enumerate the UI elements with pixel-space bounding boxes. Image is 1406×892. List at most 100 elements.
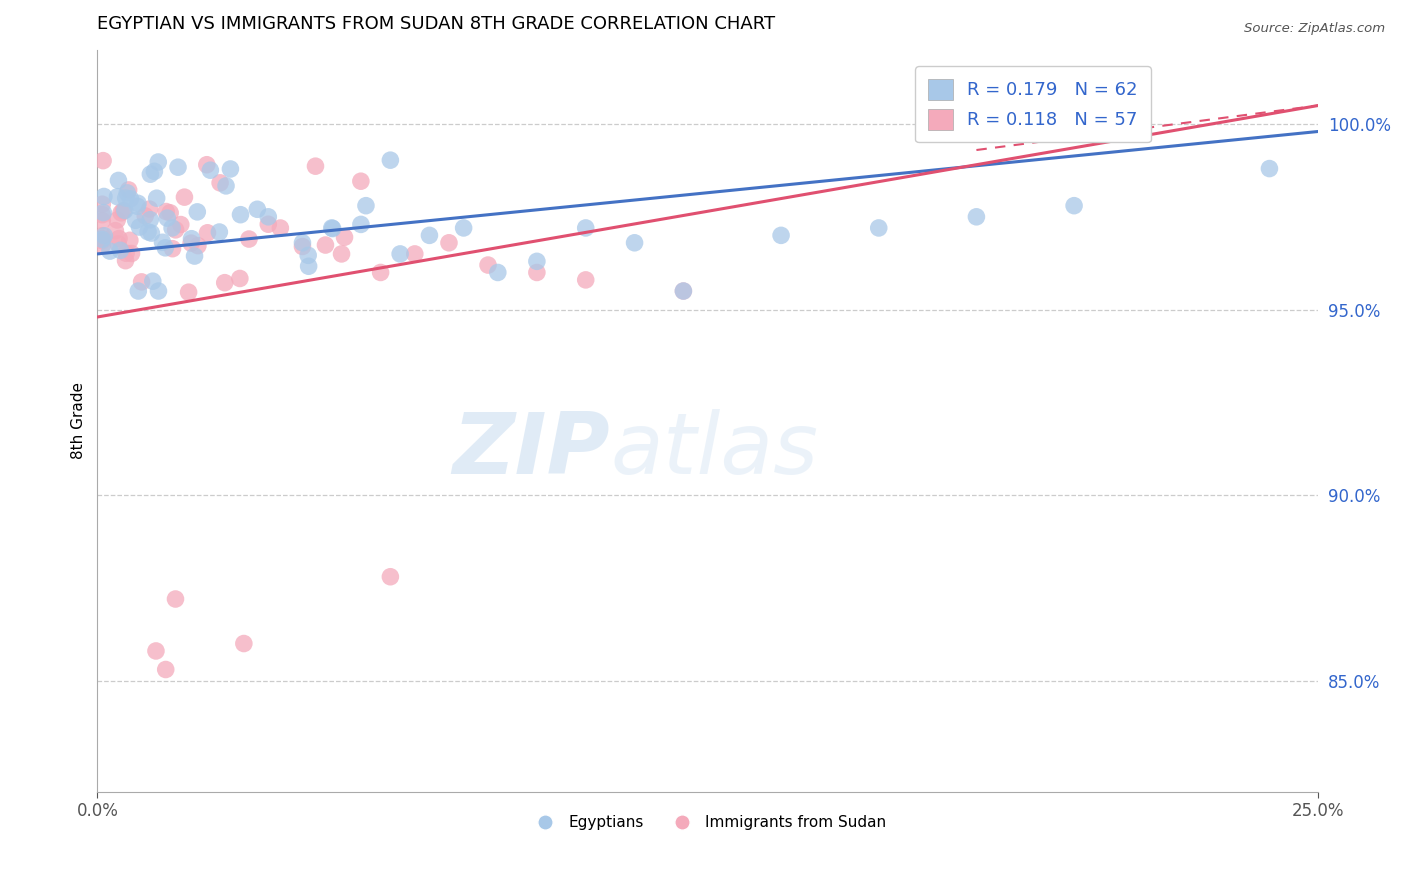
Point — [526, 254, 548, 268]
Point — [269, 221, 291, 235]
Point — [257, 210, 280, 224]
Point — [770, 228, 793, 243]
Point — [170, 218, 193, 232]
Point — [370, 265, 392, 279]
Point — [114, 203, 136, 218]
Point — [304, 159, 326, 173]
Point — [209, 176, 232, 190]
Text: atlas: atlas — [610, 409, 818, 492]
Point — [180, 232, 202, 246]
Point — [177, 285, 200, 300]
Point — [389, 247, 412, 261]
Point — [229, 271, 252, 285]
Point — [180, 236, 202, 251]
Point — [167, 160, 190, 174]
Point — [93, 205, 115, 219]
Point — [380, 153, 402, 168]
Point — [127, 199, 149, 213]
Point — [152, 235, 174, 250]
Point — [162, 242, 184, 256]
Point — [110, 206, 132, 220]
Point — [453, 221, 475, 235]
Point — [183, 249, 205, 263]
Point — [526, 265, 548, 279]
Point — [404, 247, 426, 261]
Point — [215, 178, 238, 193]
Point — [354, 199, 377, 213]
Y-axis label: 8th Grade: 8th Grade — [72, 383, 86, 459]
Point — [195, 158, 218, 172]
Point — [418, 228, 440, 243]
Point — [91, 197, 114, 211]
Point — [350, 174, 373, 188]
Point — [437, 235, 460, 250]
Point — [200, 163, 222, 178]
Point — [623, 235, 645, 250]
Point — [115, 186, 138, 200]
Point — [141, 226, 163, 240]
Point — [165, 592, 187, 607]
Point — [142, 274, 165, 288]
Point — [257, 217, 280, 231]
Point — [672, 284, 695, 298]
Point — [350, 218, 373, 232]
Point — [160, 221, 183, 235]
Point — [127, 196, 149, 211]
Point — [128, 220, 150, 235]
Point — [118, 233, 141, 247]
Point — [136, 225, 159, 239]
Point — [145, 191, 167, 205]
Point — [114, 191, 136, 205]
Point — [314, 238, 336, 252]
Point — [112, 203, 135, 218]
Point — [93, 189, 115, 203]
Point — [91, 232, 114, 246]
Point — [91, 234, 114, 248]
Point — [155, 204, 177, 219]
Point — [91, 238, 114, 252]
Point — [98, 244, 121, 259]
Point — [155, 663, 177, 677]
Legend: Egyptians, Immigrants from Sudan: Egyptians, Immigrants from Sudan — [524, 809, 891, 837]
Point — [298, 259, 321, 273]
Point — [155, 241, 177, 255]
Point — [124, 213, 146, 227]
Text: Source: ZipAtlas.com: Source: ZipAtlas.com — [1244, 22, 1385, 36]
Point — [380, 570, 402, 584]
Point — [139, 212, 162, 227]
Point — [297, 248, 319, 262]
Point — [91, 232, 114, 246]
Point — [91, 213, 114, 227]
Point — [145, 644, 167, 658]
Point — [229, 208, 252, 222]
Point — [134, 209, 156, 223]
Point — [107, 190, 129, 204]
Point — [214, 276, 236, 290]
Point — [291, 239, 314, 253]
Point — [91, 153, 114, 168]
Point — [115, 246, 138, 260]
Text: ZIP: ZIP — [453, 409, 610, 492]
Point — [672, 284, 695, 298]
Point — [330, 247, 353, 261]
Point — [246, 202, 269, 217]
Point — [333, 230, 356, 244]
Point — [238, 232, 260, 246]
Point — [322, 221, 344, 235]
Point — [159, 206, 181, 220]
Point — [131, 275, 153, 289]
Point — [165, 223, 187, 237]
Point — [107, 237, 129, 252]
Point — [91, 228, 114, 243]
Point — [108, 231, 131, 245]
Point — [186, 205, 208, 219]
Point — [173, 190, 195, 204]
Point — [93, 228, 115, 243]
Point — [127, 284, 149, 298]
Point — [143, 164, 166, 178]
Point — [114, 253, 136, 268]
Point — [107, 173, 129, 187]
Point — [291, 235, 314, 250]
Point — [121, 246, 143, 260]
Point — [575, 221, 598, 235]
